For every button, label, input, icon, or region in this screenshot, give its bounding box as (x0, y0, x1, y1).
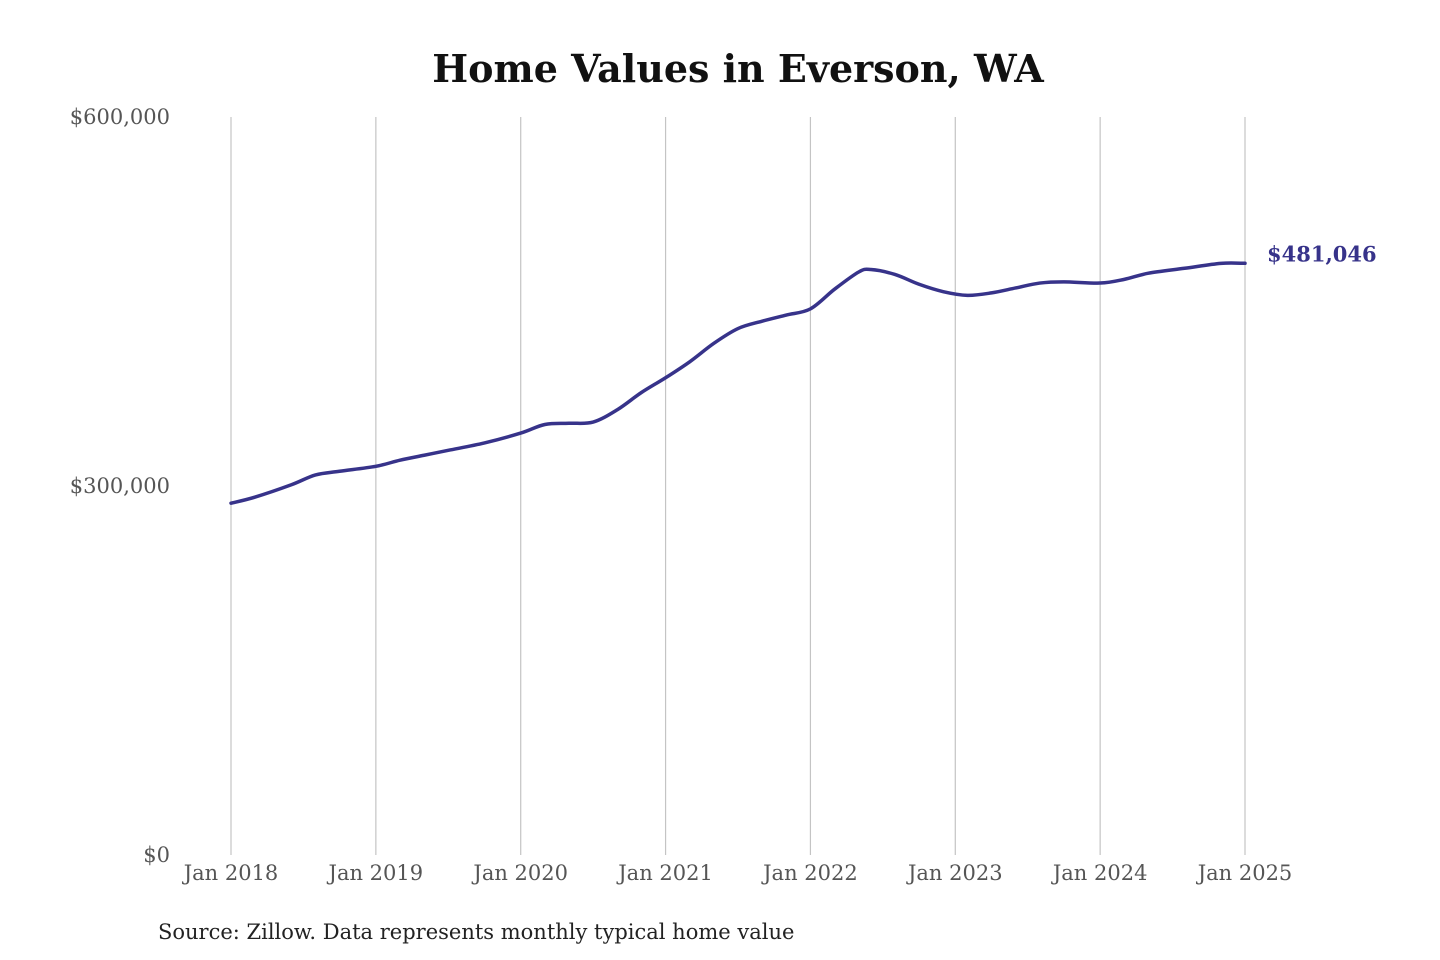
source-note: Source: Zillow. Data represents monthly … (158, 920, 794, 944)
y-tick-label: $0 (143, 843, 170, 867)
chart-title: Home Values in Everson, WA (432, 46, 1044, 91)
x-tick-label: Jan 2018 (182, 861, 279, 885)
x-tick-label: Jan 2023 (906, 861, 1003, 885)
x-tick-label: Jan 2025 (1196, 861, 1293, 885)
x-tick-label: Jan 2021 (616, 861, 713, 885)
x-tick-label: Jan 2024 (1051, 861, 1148, 885)
series-line (229, 261, 1247, 505)
x-tick-label: Jan 2020 (471, 861, 568, 885)
gridlines (230, 117, 1246, 855)
y-tick-label: $600,000 (70, 105, 170, 129)
series-lines (229, 261, 1247, 505)
y-tick-label: $300,000 (70, 474, 170, 498)
data-labels: $481,046 (1267, 241, 1377, 266)
x-tick-label: Jan 2022 (761, 861, 858, 885)
x-tick-label: Jan 2019 (327, 861, 424, 885)
end-value-label: $481,046 (1267, 241, 1377, 266)
x-axis-ticks: Jan 2018 Jan 2019 Jan 2020 Jan 2021 Jan 2022… (182, 861, 1293, 885)
y-axis-ticks: $0 $300,000 $600,000 (70, 105, 170, 867)
